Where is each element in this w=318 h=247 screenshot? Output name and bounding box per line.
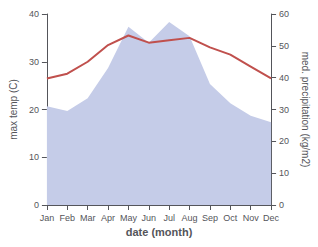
- svg-text:30: 30: [29, 57, 39, 67]
- svg-text:40: 40: [279, 73, 289, 83]
- svg-text:Sep: Sep: [202, 213, 218, 223]
- svg-text:50: 50: [279, 41, 289, 51]
- svg-text:date (month): date (month): [126, 226, 193, 238]
- svg-text:Mar: Mar: [80, 213, 96, 223]
- svg-text:30: 30: [279, 105, 289, 115]
- svg-text:60: 60: [279, 9, 289, 19]
- svg-text:May: May: [120, 213, 138, 223]
- svg-text:Feb: Feb: [60, 213, 76, 223]
- svg-text:0: 0: [34, 200, 39, 210]
- svg-text:40: 40: [29, 9, 39, 19]
- svg-text:Jun: Jun: [142, 213, 157, 223]
- svg-text:20: 20: [279, 136, 289, 146]
- svg-text:Jul: Jul: [163, 213, 175, 223]
- svg-text:Jan: Jan: [40, 213, 55, 223]
- svg-text:Oct: Oct: [223, 213, 238, 223]
- svg-text:10: 10: [29, 152, 39, 162]
- svg-text:Dec: Dec: [263, 213, 280, 223]
- svg-text:20: 20: [29, 105, 39, 115]
- svg-text:max temp (C): max temp (C): [8, 79, 19, 140]
- svg-text:med. precipitation (kg/m2): med. precipitation (kg/m2): [300, 52, 311, 168]
- svg-text:0: 0: [279, 200, 284, 210]
- svg-text:Nov: Nov: [243, 213, 260, 223]
- svg-text:Apr: Apr: [101, 213, 115, 223]
- svg-text:Aug: Aug: [182, 213, 198, 223]
- svg-text:10: 10: [279, 168, 289, 178]
